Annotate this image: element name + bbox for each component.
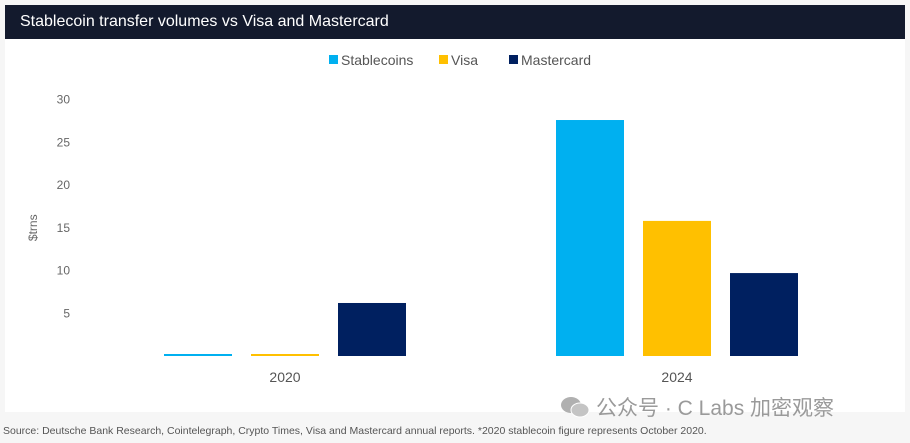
bar-mastercard-2020 <box>338 302 406 356</box>
y-tick-label: 15 <box>57 221 71 235</box>
watermark: 公众号 · C Labs 加密观察 <box>560 392 834 422</box>
bar-stablecoins-2020 <box>164 354 232 356</box>
y-tick-label: 25 <box>57 135 71 149</box>
y-tick-label: 20 <box>57 178 71 192</box>
watermark-text: 公众号 · C Labs 加密观察 <box>596 397 835 420</box>
chart-title: Stablecoin transfer volumes vs Visa and … <box>20 13 389 30</box>
chart-header: Stablecoin transfer volumes vs Visa and … <box>5 5 905 39</box>
bar-mastercard-2024 <box>730 273 798 356</box>
legend-label-mastercard: Mastercard <box>521 52 591 68</box>
legend-label-visa: Visa <box>451 52 478 68</box>
legend-swatch-stablecoins <box>329 55 338 64</box>
bar-visa-2024 <box>643 220 711 356</box>
legend-label-stablecoins: Stablecoins <box>341 52 413 68</box>
legend-swatch-mastercard <box>509 55 518 64</box>
source-note: Source: Deutsche Bank Research, Cointele… <box>3 425 707 437</box>
x-tick-label: 2024 <box>661 369 692 385</box>
bar-chart: 5 10 15 20 25 30 $trns 2020 2024 Stablecoins Visa M… <box>26 52 798 385</box>
bar-stablecoins-2024 <box>556 120 624 357</box>
y-tick-label: 30 <box>57 93 71 107</box>
bar-visa-2020 <box>251 354 319 356</box>
y-axis-label: $trns <box>26 214 40 241</box>
y-tick-label: 5 <box>63 306 70 320</box>
legend-swatch-visa <box>439 55 448 64</box>
wechat-icon <box>561 397 590 418</box>
x-tick-label: 2020 <box>269 369 300 385</box>
y-tick-label: 10 <box>57 264 71 278</box>
chart-panel: 5 10 15 20 25 30 $trns 2020 2024 Stablecoins Visa M… <box>5 39 905 412</box>
